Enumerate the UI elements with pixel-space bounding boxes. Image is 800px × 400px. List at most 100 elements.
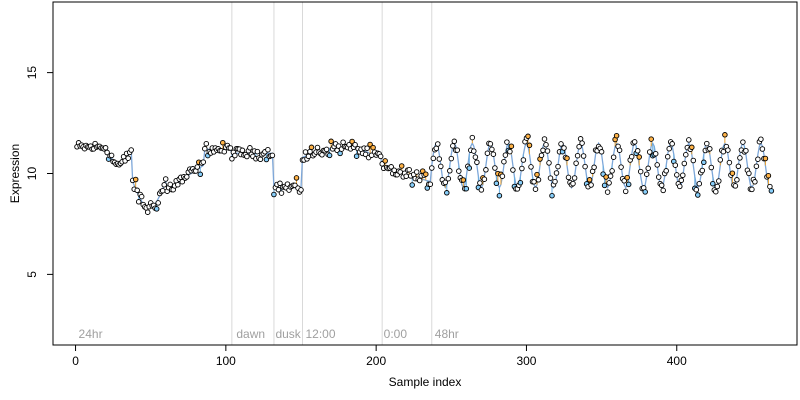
data-point xyxy=(552,178,558,185)
data-point xyxy=(326,152,333,159)
data-point xyxy=(735,163,742,170)
data-point xyxy=(508,143,515,149)
data-point xyxy=(469,134,476,141)
data-point xyxy=(725,147,731,153)
data-point xyxy=(447,168,453,174)
data-point xyxy=(445,175,452,182)
y-tick-label: 5 xyxy=(25,271,39,278)
data-point xyxy=(388,164,394,170)
data-point xyxy=(660,187,666,194)
data-point xyxy=(541,136,548,142)
data-point xyxy=(642,189,648,195)
data-point xyxy=(472,154,479,160)
data-point xyxy=(194,164,201,170)
data-point xyxy=(526,142,533,149)
data-point xyxy=(135,199,142,205)
data-point xyxy=(603,174,609,180)
data-point xyxy=(752,179,758,185)
data-point xyxy=(257,156,264,163)
data-point xyxy=(167,181,173,188)
phase-label: 0:00 xyxy=(384,327,408,341)
data-point xyxy=(490,151,497,157)
y-tick-label: 10 xyxy=(25,167,39,181)
data-point xyxy=(674,172,680,178)
data-point xyxy=(413,169,420,175)
data-point xyxy=(680,172,686,178)
data-point xyxy=(707,146,713,152)
phase-label: dusk xyxy=(275,327,301,341)
data-point xyxy=(353,153,360,159)
data-point xyxy=(621,178,627,184)
data-point xyxy=(155,200,161,206)
data-point xyxy=(397,169,403,175)
data-point xyxy=(743,147,749,154)
data-point xyxy=(722,132,728,138)
data-point xyxy=(606,180,612,186)
data-point xyxy=(370,144,376,151)
data-point xyxy=(232,152,238,159)
data-point xyxy=(499,173,506,179)
data-point xyxy=(442,179,449,186)
data-point xyxy=(666,145,672,152)
data-point xyxy=(271,191,277,198)
data-point xyxy=(555,163,561,170)
data-point xyxy=(278,190,285,196)
data-point xyxy=(247,145,253,151)
data-point xyxy=(501,158,507,165)
data-point xyxy=(683,151,689,158)
data-point xyxy=(696,180,703,187)
data-point xyxy=(570,180,576,187)
data-point xyxy=(293,175,300,181)
data-point xyxy=(591,164,597,171)
data-point xyxy=(184,174,190,180)
data-point xyxy=(652,150,659,157)
data-point xyxy=(732,183,739,189)
data-point xyxy=(433,145,440,152)
data-point xyxy=(598,149,605,155)
data-point xyxy=(690,157,697,164)
data-point xyxy=(197,171,204,178)
data-point xyxy=(403,173,409,179)
data-point xyxy=(406,166,412,173)
data-point xyxy=(631,139,638,145)
data-point xyxy=(532,186,539,192)
data-point xyxy=(535,177,542,183)
data-point xyxy=(531,179,537,185)
data-point xyxy=(132,176,139,183)
data-point xyxy=(655,174,662,180)
data-point xyxy=(713,188,719,195)
data-point xyxy=(153,206,160,212)
data-point xyxy=(466,165,473,171)
data-point xyxy=(481,176,488,182)
data-point xyxy=(714,183,721,190)
data-point xyxy=(438,163,444,170)
data-point xyxy=(436,156,443,162)
data-point xyxy=(648,136,654,142)
data-point xyxy=(496,192,503,199)
data-point xyxy=(200,159,207,165)
data-point xyxy=(624,174,630,181)
data-point xyxy=(601,182,608,189)
data-point xyxy=(477,180,483,186)
data-point xyxy=(618,164,624,170)
data-point xyxy=(102,145,109,151)
x-axis: 0 100 200 300 400 xyxy=(72,344,687,368)
phase-labels: 24hr dawn dusk 12:00 0:00 48hr xyxy=(79,327,459,341)
data-point xyxy=(755,156,761,162)
data-point xyxy=(571,175,578,181)
data-point xyxy=(275,186,282,193)
data-point xyxy=(308,144,315,151)
data-point xyxy=(519,165,525,172)
data-point xyxy=(349,138,355,145)
data-point xyxy=(202,145,208,152)
data-point xyxy=(534,171,540,178)
data-point xyxy=(701,159,707,166)
data-point xyxy=(352,141,358,148)
data-point xyxy=(580,153,587,159)
data-point xyxy=(203,140,210,147)
data-point xyxy=(576,143,582,150)
data-point xyxy=(717,157,724,163)
data-point xyxy=(483,167,489,173)
data-point xyxy=(681,160,688,167)
